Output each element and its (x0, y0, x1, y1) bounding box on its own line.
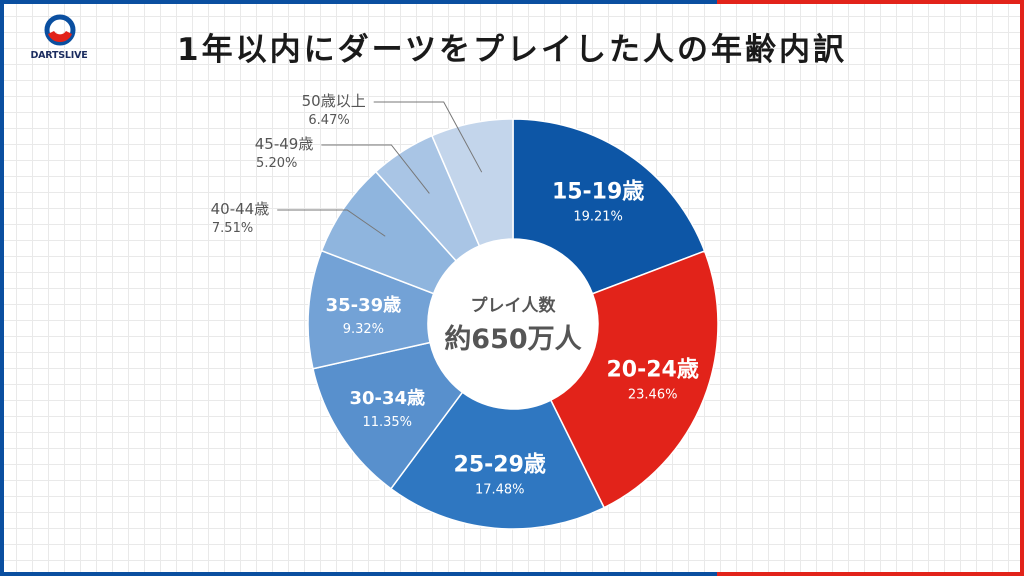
brand-name: DARTSLIVE (30, 50, 88, 61)
dartslive-logo: DARTSLIVE (20, 14, 98, 66)
slice-label: 50歳以上 (302, 92, 366, 110)
bottom-accent-blue (0, 572, 717, 576)
slice-label: 45-49歳 (255, 135, 314, 153)
slice-label: 40-44歳 (211, 200, 270, 218)
top-accent-red (716, 0, 1024, 4)
slice-value: 19.21% (573, 209, 623, 224)
slice-value: 7.51% (212, 221, 253, 236)
slice-label: 25-29歳 (454, 452, 546, 477)
slice-label: 35-39歳 (326, 295, 402, 316)
top-accent-bar (0, 0, 1024, 4)
slice-value: 23.46% (628, 388, 678, 403)
slice-50歳以上 (430, 118, 514, 247)
slice-labels: 15-19歳 19.21% 20-24歳 23.46% 25-29歳 17.48% 30-3… (211, 92, 699, 497)
slice-value: 5.20% (256, 156, 297, 171)
slice-label: 15-19歳 (552, 179, 644, 204)
left-accent-bar (0, 0, 4, 576)
donut-slices (307, 118, 719, 530)
slice-label: 30-34歳 (349, 388, 425, 409)
slice-value: 6.47% (308, 113, 349, 128)
donut-hole (428, 239, 598, 409)
slice-value: 17.48% (475, 482, 525, 497)
right-accent-bar (1020, 0, 1024, 576)
bottom-accent-red (716, 572, 1024, 576)
dartslive-logo-icon (44, 14, 76, 46)
center-label: プレイ人数 (471, 295, 557, 316)
slice-value: 9.32% (343, 322, 384, 337)
leader-line (373, 101, 483, 173)
leader-lines (277, 101, 483, 237)
leader-line (277, 209, 386, 237)
top-accent-blue (0, 0, 717, 4)
chart-title: 1年以内にダーツをプレイした人の年齢内訳 (177, 32, 847, 68)
center-value: 約650万人 (444, 323, 581, 355)
leader-line (321, 144, 430, 194)
slice-label: 20-24歳 (606, 358, 698, 383)
slice-value: 11.35% (362, 415, 412, 430)
bottom-accent-bar (0, 572, 1024, 576)
